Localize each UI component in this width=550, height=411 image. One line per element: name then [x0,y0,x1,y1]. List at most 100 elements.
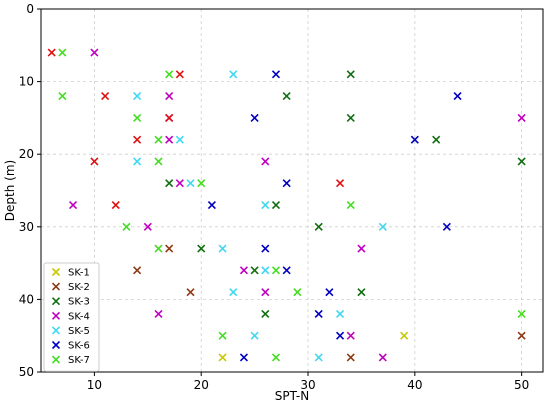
x-tick-label: 10 [87,378,102,392]
x-tick-label: 30 [300,378,315,392]
data-points [47,48,526,362]
legend-label: SK-3 [68,297,90,308]
data-point [101,92,110,101]
data-point-stroke [122,222,131,231]
data-point-stroke [58,92,67,101]
data-point [282,179,291,188]
y-tick-label: 30 [19,220,34,234]
legend-label: SK-2 [68,282,90,293]
legend: SK-1 SK-2 SK-3 SK-4 SK-5 SK-6 SK-7 [43,262,100,372]
data-point [335,331,345,340]
data-point [261,309,270,318]
data-point [143,222,152,231]
data-point-stroke [143,222,152,231]
data-point-stroke [517,331,526,340]
data-point [314,353,323,362]
legend-marker-stroke [51,340,61,350]
data-point [165,92,174,101]
data-point-stroke [378,353,387,362]
data-point-stroke [261,266,270,275]
data-point-stroke [165,113,174,122]
data-point-stroke [271,200,281,210]
legend-label: SK-1 [68,268,90,279]
x-axis-title: SPT-N [275,389,309,403]
data-point [165,113,174,122]
data-point-stroke [517,309,526,318]
data-point [218,331,227,340]
data-point-stroke [432,135,441,144]
data-point [133,157,142,166]
data-point-stroke [101,92,110,101]
axis-ticks: 10 20 30 40 50 0 10 20 30 40 50 [19,2,530,392]
data-point-stroke [165,135,174,144]
data-point [346,113,355,122]
data-point-stroke [165,92,174,101]
data-point-stroke [346,70,355,79]
data-point-stroke [250,113,259,122]
data-point [133,135,142,144]
y-axis-title: Depth (m) [3,160,17,221]
legend-label: SK-5 [68,326,90,337]
data-point-stroke [453,92,462,101]
data-point-stroke [197,244,206,253]
data-point [271,70,281,79]
y-tick-label: 10 [19,75,34,89]
x-tick-label: 40 [407,378,422,392]
data-point [239,266,249,275]
data-point [218,353,227,362]
data-point [90,48,99,57]
data-point-stroke [154,244,163,253]
data-point [442,222,451,231]
data-point [517,331,526,340]
data-point [165,179,174,188]
data-point [207,200,216,210]
data-point [154,244,163,253]
data-point [432,135,441,144]
data-point [346,331,355,340]
data-point [271,200,281,210]
data-point-stroke [68,200,78,210]
data-point-stroke [314,222,323,231]
data-point-stroke [90,157,99,166]
data-point-stroke [261,309,270,318]
data-point-stroke [250,266,259,275]
data-point-stroke [165,70,174,79]
plot-frame [40,8,544,373]
data-point [175,179,184,188]
y-tick-label: 20 [19,147,34,161]
data-point [111,200,120,210]
data-point [90,157,99,166]
data-point-stroke [357,244,366,253]
data-point-stroke [133,266,142,275]
data-point-stroke [293,288,302,297]
data-point [378,222,387,231]
data-point [453,92,462,101]
data-point [314,309,323,318]
data-point [186,288,195,297]
data-point [165,244,174,253]
data-point [261,266,270,275]
data-point [68,200,78,210]
data-point-stroke [250,331,259,340]
data-point [133,113,142,122]
legend-marker [51,311,61,320]
data-point [271,353,281,362]
legend-label: SK-4 [68,311,90,322]
data-point-stroke [271,266,281,275]
data-point-stroke [133,135,142,144]
data-point-stroke [517,157,526,166]
y-tick-label: 0 [26,2,34,16]
data-point [154,309,163,318]
data-point [250,331,259,340]
data-point-stroke [282,266,291,275]
data-point [250,266,259,275]
legend-marker-stroke [51,311,61,320]
data-point-stroke [133,113,142,122]
data-point-stroke [346,113,355,122]
data-point [197,244,206,253]
data-point [357,288,366,297]
data-point-stroke [410,135,419,144]
data-point-stroke [282,92,291,101]
data-point-stroke [197,179,206,188]
